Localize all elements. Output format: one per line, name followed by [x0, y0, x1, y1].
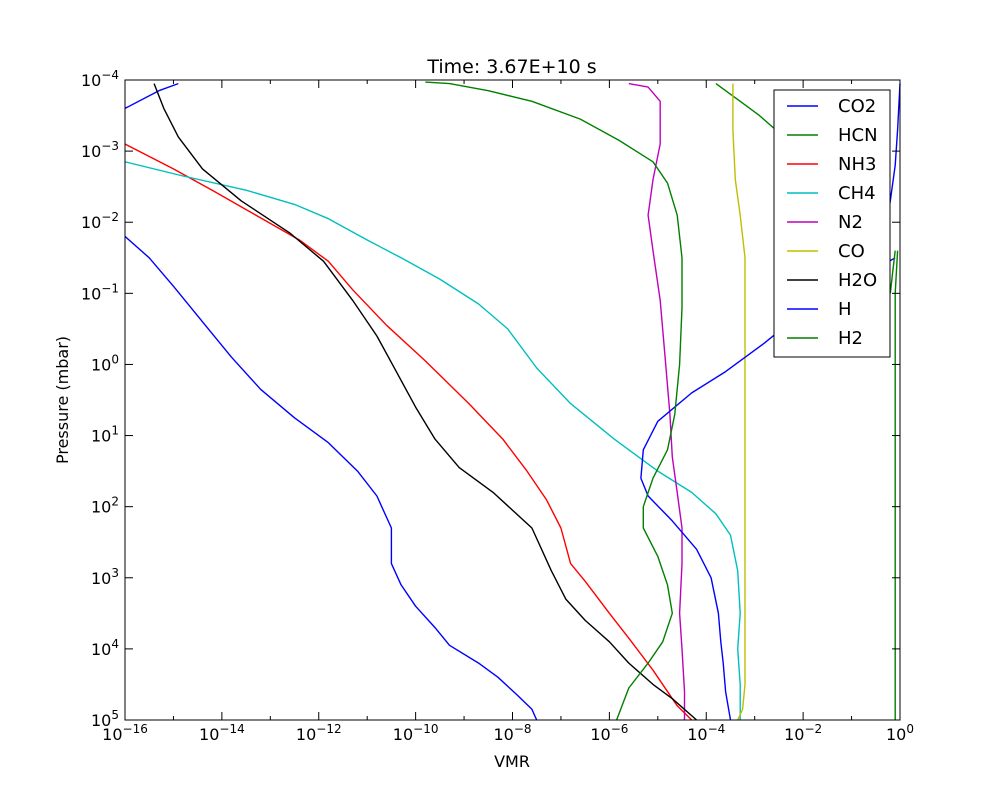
- x-tick-exponent: −2: [804, 722, 822, 736]
- y-tick-exponent: 0: [111, 352, 119, 366]
- legend-label-hcn: HCN: [838, 125, 878, 146]
- y-tick-base: 10: [91, 355, 111, 374]
- y-tick-label: 10−4: [81, 68, 119, 90]
- legend: CO2 HCN NH3 CH4 N2 CO H2O H H2: [773, 89, 891, 358]
- x-tick-exponent: 0: [906, 722, 914, 736]
- y-tick-label: 102: [91, 495, 119, 517]
- y-tick-label: 10−1: [81, 281, 119, 303]
- x-tick-base: 10: [784, 725, 804, 744]
- x-tick-base: 10: [199, 725, 219, 744]
- y-tick-label: 104: [91, 637, 119, 659]
- x-tick-base: 10: [687, 725, 707, 744]
- series-line-co2: [124, 82, 179, 110]
- x-tick-exponent: −8: [514, 722, 532, 736]
- y-tick-label: 101: [91, 424, 119, 446]
- x-tick-label: 100: [886, 722, 914, 744]
- legend-label-h2o: H2O: [838, 270, 877, 291]
- series-line-ch4: [124, 161, 741, 720]
- x-tick-base: 10: [296, 725, 316, 744]
- y-tick-exponent: 5: [111, 708, 119, 722]
- series-line-hcn-part-4: [889, 250, 896, 294]
- y-tick-exponent: −2: [101, 210, 119, 224]
- x-tick-exponent: −10: [413, 722, 438, 736]
- x-tick-label: 10−10: [393, 722, 439, 744]
- y-tick-base: 10: [81, 213, 101, 232]
- x-tick-base: 10: [393, 725, 413, 744]
- y-tick-base: 10: [81, 284, 101, 303]
- y-tick-base: 10: [91, 711, 111, 730]
- series-line-hcn-part-3: [425, 81, 683, 721]
- y-tick-exponent: −1: [101, 281, 119, 295]
- x-axis: 10−16 10−14 10−12 10−10 10−8 10−6 10−4 10−2 100: [102, 80, 914, 744]
- y-tick-base: 10: [91, 427, 111, 446]
- legend-label-h2: H2: [838, 328, 863, 349]
- y-tick-label: 103: [91, 566, 119, 588]
- x-tick-exponent: −6: [611, 722, 629, 736]
- x-tick-exponent: −4: [708, 722, 726, 736]
- x-tick-base: 10: [886, 725, 906, 744]
- y-tick-exponent: 4: [111, 637, 119, 651]
- legend-label-nh3: NH3: [838, 154, 876, 175]
- y-tick-base: 10: [91, 640, 111, 659]
- series-line-h: [124, 235, 538, 721]
- legend-label-ch4: CH4: [838, 183, 876, 204]
- series-line-n2: [628, 82, 686, 720]
- legend-label-co: CO: [838, 241, 865, 262]
- legend-label-n2: N2: [838, 212, 863, 233]
- series-lines: [124, 81, 901, 721]
- x-tick-base: 10: [590, 725, 610, 744]
- series-line-nh3: [124, 143, 693, 721]
- series-line-h2o: [153, 83, 698, 721]
- y-tick-exponent: 2: [111, 495, 119, 509]
- x-tick-label: 10−12: [296, 722, 342, 744]
- y-tick-exponent: 3: [111, 566, 119, 580]
- x-tick-label: 10−8: [493, 722, 531, 744]
- legend-label-h: H: [838, 299, 852, 320]
- chart-title: Time: 3.67E+10 s: [426, 56, 596, 78]
- x-tick-exponent: −12: [316, 722, 341, 736]
- y-tick-exponent: 1: [111, 424, 119, 438]
- y-tick-label: 100: [91, 352, 119, 374]
- series-line-co: [732, 83, 746, 721]
- x-axis-label: VMR: [494, 752, 530, 771]
- legend-label-co2: CO2: [838, 96, 876, 117]
- y-tick-base: 10: [81, 142, 101, 161]
- x-tick-label: 10−14: [199, 722, 245, 744]
- x-tick-label: 10−4: [687, 722, 725, 744]
- x-tick-label: 10−2: [784, 722, 822, 744]
- x-tick-exponent: −14: [219, 722, 244, 736]
- x-tick-exponent: −16: [123, 722, 148, 736]
- y-axis-label: Pressure (mbar): [53, 336, 72, 464]
- x-tick-base: 10: [102, 725, 122, 744]
- y-tick-base: 10: [81, 71, 101, 90]
- y-tick-label: 10−3: [81, 139, 119, 161]
- x-tick-base: 10: [493, 725, 513, 744]
- x-tick-label: 10−6: [590, 722, 628, 744]
- y-tick-label: 10−2: [81, 210, 119, 232]
- y-tick-base: 10: [91, 498, 111, 517]
- y-tick-base: 10: [91, 569, 111, 588]
- x-tick-label: 10−16: [102, 722, 148, 744]
- y-tick-exponent: −4: [101, 68, 119, 82]
- plot-area: [125, 80, 900, 720]
- series-line-co2-part-1: [640, 257, 896, 721]
- y-tick-exponent: −3: [101, 139, 119, 153]
- y-tick-label: 105: [91, 708, 119, 730]
